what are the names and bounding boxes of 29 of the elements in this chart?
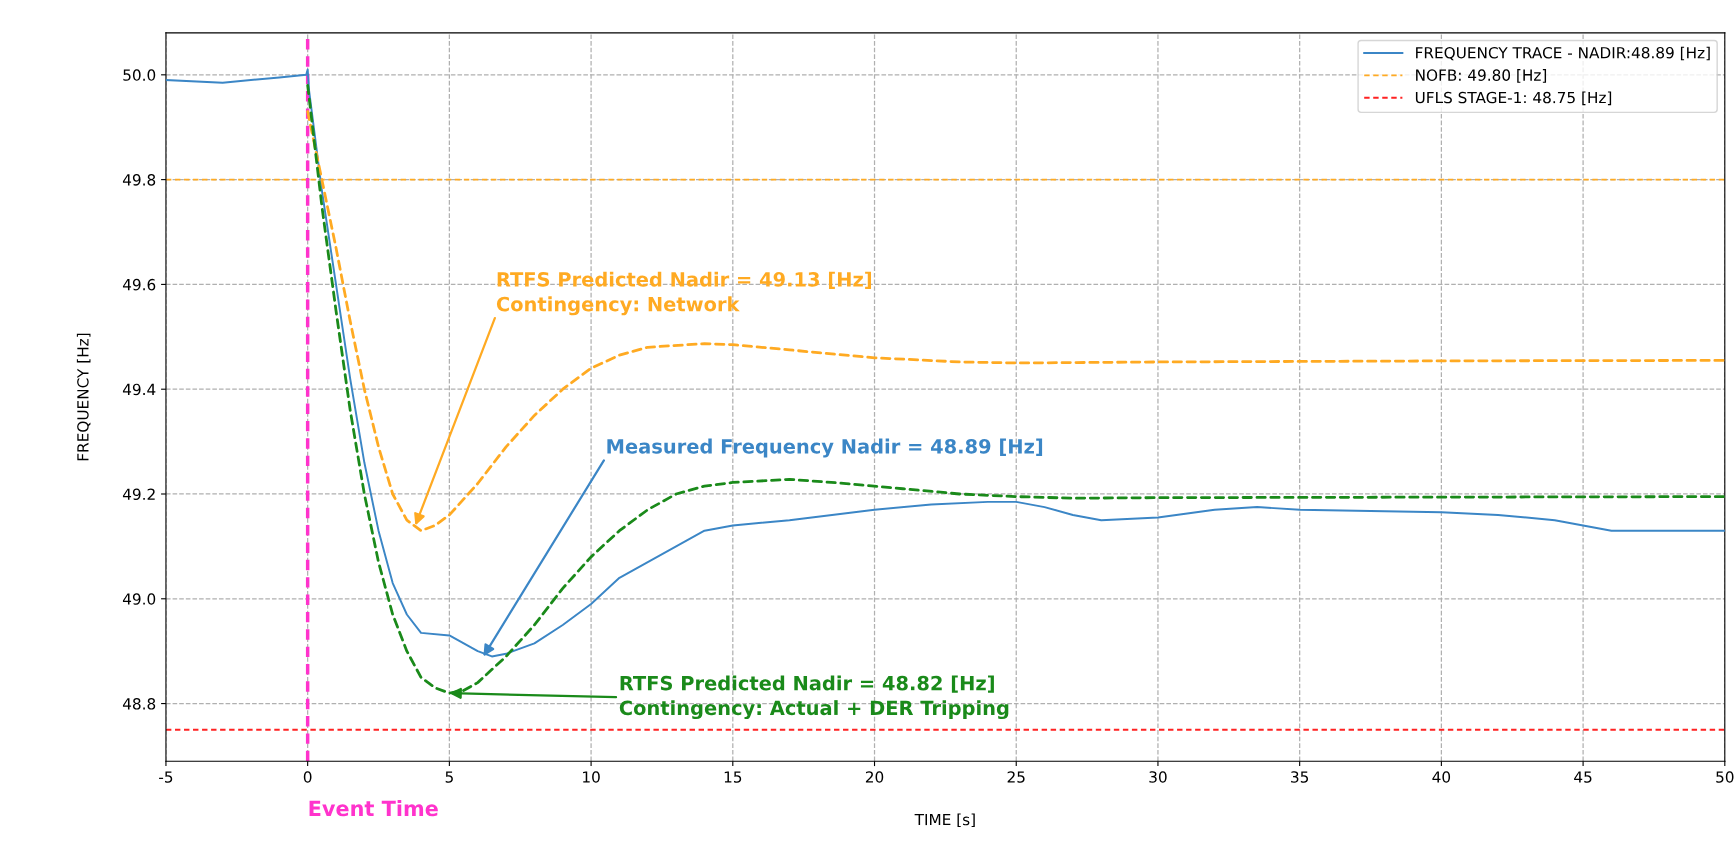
y-axis-title: FREQUENCY [Hz] (76, 333, 91, 461)
x-tick-label: -5 (159, 771, 173, 783)
annotation: Measured Frequency Nadir = 48.89 [Hz] (607, 438, 1043, 458)
ref-line-label: Event Time (309, 800, 438, 817)
x-tick-label: 35 (1291, 771, 1309, 783)
x-tick-label: 15 (724, 771, 742, 783)
x-tick-label: 30 (1149, 771, 1167, 783)
y-tick-label: 49.4 (122, 383, 156, 396)
legend-label: UFLS STAGE-1: 48.75 [Hz] (1415, 91, 1612, 106)
x-axis-title: TIME [s] (914, 813, 975, 828)
annotation: RTFS Predicted Nadir = 48.82 [Hz] Contingency: Actual + DER Tripping (619, 675, 1009, 720)
y-tick-label: 49.0 (122, 593, 156, 605)
x-tick-label: 25 (1007, 771, 1025, 783)
x-tick-label: 10 (583, 771, 600, 783)
legend-label: FREQUENCY TRACE - NADIR:48.89 [Hz] (1416, 46, 1710, 61)
line-series (165, 68, 1725, 658)
x-tick-label: 0 (303, 771, 312, 783)
x-tick-label: 20 (865, 771, 884, 783)
y-tick-label: 49.2 (122, 488, 155, 501)
x-tick-label: 40 (1432, 771, 1451, 783)
y-tick-label: 48.8 (122, 698, 156, 710)
y-tick-label: 49.6 (122, 278, 156, 291)
x-tick-label: 5 (445, 771, 453, 783)
y-tick-label: 50.0 (123, 69, 156, 81)
legend-label: NOFB: 49.80 [Hz] (1416, 69, 1547, 83)
x-tick-label: 45 (1574, 771, 1592, 783)
x-tick-label: 50 (1716, 771, 1734, 783)
y-tick-label: 49.8 (122, 174, 156, 186)
annotation: RTFS Predicted Nadir = 49.13 [Hz] Contingency: Network (496, 271, 872, 316)
